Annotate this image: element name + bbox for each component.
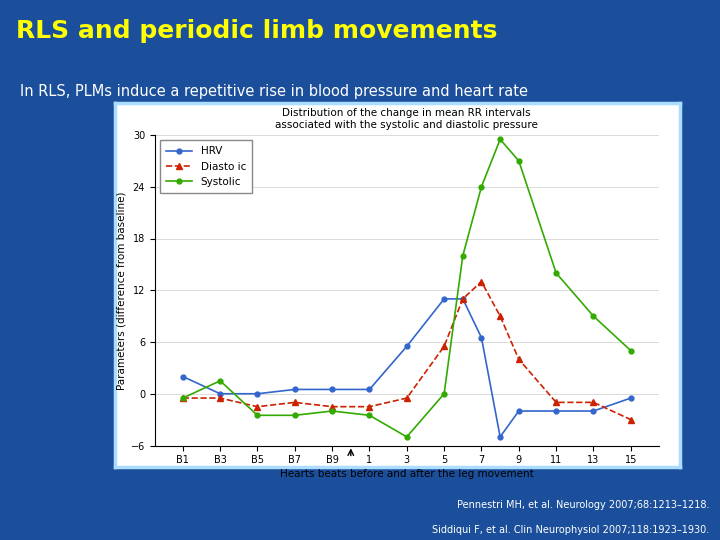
Systolic — [589, 313, 598, 319]
Systolic — [179, 395, 187, 401]
HRV — [216, 390, 225, 397]
Systolic — [290, 412, 299, 418]
Text: Siddiqui F, et al. Clin Neurophysiol 2007;118:1923–1930.: Siddiqui F, et al. Clin Neurophysiol 200… — [432, 524, 709, 535]
Diasto ic — [328, 403, 336, 410]
Systolic — [440, 390, 449, 397]
Line: HRV: HRV — [181, 296, 633, 440]
Text: Pennestri MH, et al. Neurology 2007;68:1213–1218.: Pennestri MH, et al. Neurology 2007;68:1… — [456, 500, 709, 510]
Systolic — [477, 184, 486, 190]
Diasto ic — [477, 279, 486, 285]
Systolic — [365, 412, 374, 418]
HRV — [253, 390, 262, 397]
HRV — [440, 295, 449, 302]
X-axis label: Hearts beats before and after the leg movement: Hearts beats before and after the leg mo… — [280, 469, 534, 480]
HRV — [589, 408, 598, 414]
Diasto ic — [216, 395, 225, 401]
Systolic — [253, 412, 262, 418]
Legend: HRV, Diasto ic, Systolic: HRV, Diasto ic, Systolic — [160, 140, 252, 193]
Diasto ic — [365, 403, 374, 410]
HRV — [365, 386, 374, 393]
Diasto ic — [440, 343, 449, 349]
Line: Systolic: Systolic — [181, 137, 633, 440]
HRV — [459, 295, 467, 302]
HRV — [552, 408, 560, 414]
Diasto ic — [515, 356, 523, 362]
Diasto ic — [496, 313, 505, 319]
Diasto ic — [290, 399, 299, 406]
HRV — [626, 395, 635, 401]
Systolic — [626, 347, 635, 354]
Diasto ic — [253, 403, 262, 410]
Diasto ic — [552, 399, 560, 406]
Systolic — [216, 377, 225, 384]
Systolic — [328, 408, 336, 414]
Diasto ic — [626, 416, 635, 423]
Y-axis label: Parameters (difference from baseline): Parameters (difference from baseline) — [117, 191, 127, 389]
Title: Distribution of the change in mean RR intervals
associated with the systolic and: Distribution of the change in mean RR in… — [275, 109, 539, 130]
Diasto ic — [459, 295, 467, 302]
HRV — [477, 334, 486, 341]
HRV — [328, 386, 336, 393]
Text: In RLS, PLMs induce a repetitive rise in blood pressure and heart rate: In RLS, PLMs induce a repetitive rise in… — [20, 84, 528, 99]
HRV — [290, 386, 299, 393]
HRV — [402, 343, 411, 349]
Systolic — [552, 270, 560, 276]
Diasto ic — [589, 399, 598, 406]
Diasto ic — [179, 395, 187, 401]
Systolic — [496, 136, 505, 143]
Diasto ic — [402, 395, 411, 401]
Systolic — [402, 434, 411, 440]
HRV — [496, 434, 505, 440]
Systolic — [459, 253, 467, 259]
HRV — [179, 373, 187, 380]
Text: RLS and periodic limb movements: RLS and periodic limb movements — [16, 19, 498, 43]
HRV — [515, 408, 523, 414]
Line: Diasto ic: Diasto ic — [180, 279, 634, 422]
Systolic — [515, 158, 523, 164]
